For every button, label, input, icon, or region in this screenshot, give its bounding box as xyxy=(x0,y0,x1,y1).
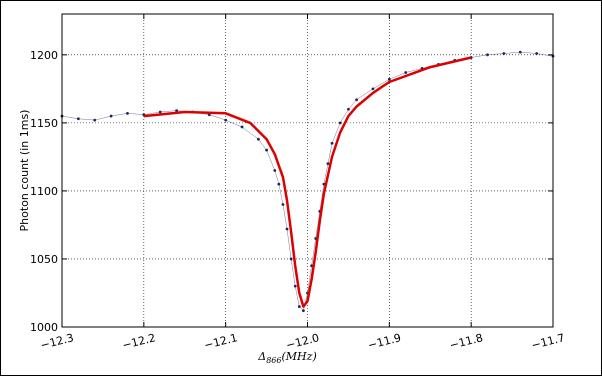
data-point xyxy=(224,118,228,122)
axis-ticks xyxy=(61,14,554,328)
data-point xyxy=(265,148,268,152)
data-point xyxy=(535,52,539,55)
x-axis-label-unit: (MHz) xyxy=(282,350,317,363)
x-tick-label: −12.0 xyxy=(285,331,321,352)
data-point xyxy=(240,125,244,129)
fit-curve xyxy=(143,56,472,308)
data-point xyxy=(502,52,506,55)
data-point xyxy=(158,110,162,114)
data-point xyxy=(297,305,301,308)
data-series-line xyxy=(61,51,554,312)
data-point xyxy=(126,111,129,115)
x-axis-label: Δ866(MHz) xyxy=(257,350,316,365)
y-tick-label: 1200 xyxy=(30,49,58,62)
data-point xyxy=(404,71,408,74)
data-point xyxy=(518,50,522,54)
data-point xyxy=(257,137,260,141)
data-point xyxy=(175,109,178,113)
x-tick-label: −12.2 xyxy=(121,331,157,352)
data-point xyxy=(330,141,334,145)
y-axis-label: Photon count (in 1ms) xyxy=(18,110,31,232)
data-point xyxy=(109,114,113,118)
data-point xyxy=(293,284,297,288)
x-tick-label: −12.1 xyxy=(203,331,239,352)
data-point xyxy=(326,162,330,166)
data-point xyxy=(289,257,293,261)
data-point xyxy=(281,203,285,206)
x-axis-label-symbol: Δ xyxy=(257,350,266,363)
data-point xyxy=(486,53,489,57)
tick-labels: −12.3 −12.2 −12.1 −12.0 −11.9 −11.8 −11.7 1000 1… xyxy=(30,49,566,352)
x-tick-label: −11.7 xyxy=(530,331,566,352)
data-point xyxy=(355,98,358,102)
data-point xyxy=(93,118,97,122)
y-tick-label: 1050 xyxy=(30,253,58,266)
fit-series xyxy=(143,56,472,308)
y-tick-label: 1000 xyxy=(30,321,58,334)
x-tick-label: −11.9 xyxy=(367,331,403,352)
data-point xyxy=(347,107,350,111)
x-tick-label: −12.3 xyxy=(39,331,75,352)
data-point xyxy=(302,309,305,313)
data-point xyxy=(76,117,80,121)
data-point xyxy=(338,121,342,125)
x-tick-label: −11.8 xyxy=(448,331,484,352)
y-tick-label: 1100 xyxy=(30,185,58,198)
y-tick-label: 1150 xyxy=(30,117,58,130)
data-point xyxy=(273,169,277,172)
data-point xyxy=(277,182,281,186)
grid xyxy=(61,14,554,328)
data-point xyxy=(285,227,289,231)
x-axis-label-sub: 866 xyxy=(266,356,281,365)
data-point xyxy=(371,87,375,91)
data-point xyxy=(387,77,391,81)
